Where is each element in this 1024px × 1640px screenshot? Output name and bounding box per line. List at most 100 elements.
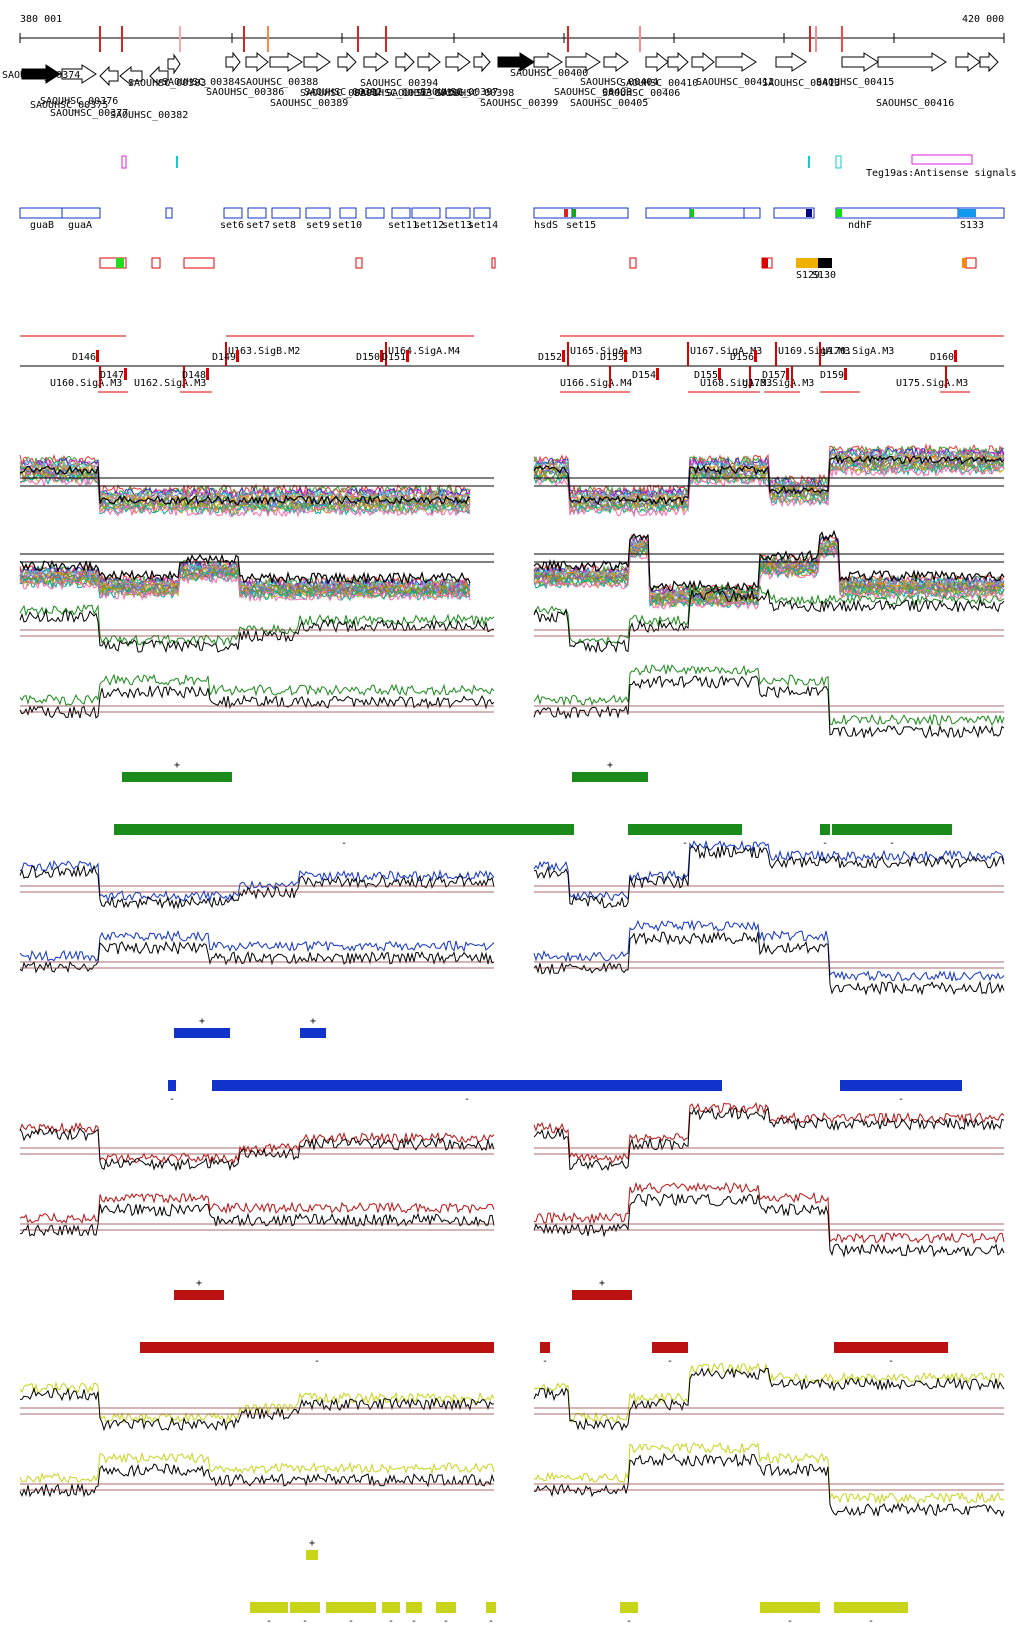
breakpoint-mark [786, 368, 789, 380]
condition-signal-line [19, 1463, 495, 1498]
operon-mark [564, 209, 568, 217]
minus-strand-bar [212, 1080, 722, 1091]
segment-lower-label: U162.SigA.M3 [134, 378, 206, 389]
plus-strand-bar [572, 1290, 632, 1300]
minus-strand-bar [406, 1602, 422, 1613]
segment-lower-label: U160.SigA.M3 [50, 378, 122, 389]
condition-signal-line [533, 583, 1005, 646]
operon-label: set6 [220, 220, 244, 231]
gene-arrow [417, 51, 441, 73]
gene-arrow [667, 51, 689, 73]
breakpoint-label: D154 [632, 370, 656, 381]
gene-label: SAOUHSC_00382 [110, 110, 188, 121]
multi-profile-line [19, 553, 471, 585]
operon-label: set8 [272, 220, 296, 231]
gene-label: SAOUHSC_00392 [304, 87, 382, 98]
gene-arrow [603, 52, 629, 72]
operon-track: guaB guaA set6 set7 set8 set9 set10 set11set12s… [19, 207, 1005, 231]
gene-label: SAOUHSC_00389 [270, 98, 348, 109]
breakpoint-label: D153 [600, 352, 624, 363]
feature-fill [796, 258, 818, 268]
minus-strand-symbol: - [443, 1616, 449, 1627]
minus-strand-bar [820, 824, 830, 835]
minus-strand-symbol: - [341, 838, 347, 849]
ruler-end-label: 420 000 [962, 14, 1004, 25]
minus-strand-symbol: - [388, 1616, 394, 1627]
gene-label: SAOUHSC_00388 [240, 77, 318, 88]
segment-lower-label: U166.SigA.M4 [560, 378, 632, 389]
minus-strand-symbol: - [898, 1094, 904, 1105]
condition-signal-line [19, 1127, 495, 1172]
operon-mark [806, 209, 812, 217]
plus-strand-symbol: + [607, 760, 613, 771]
minus-strand-symbol: - [411, 1616, 417, 1627]
minus-strand-bar [832, 824, 952, 835]
ruler-start-label: 380 001 [20, 14, 62, 25]
feature-box [629, 257, 637, 269]
breakpoint-mark [562, 350, 565, 362]
gene-label: SAOUHSC_00410 [620, 78, 698, 89]
gene-arrow [149, 65, 169, 87]
gene-label: SAOUHSC_00412 [696, 77, 774, 88]
condition-signal-line [533, 674, 1005, 739]
operon-label: set12 [414, 220, 444, 231]
condition-panel-green: + + - - - - [19, 583, 1005, 849]
gene-label: SAOUHSC_00415 [816, 77, 894, 88]
feature-label: S130 [812, 270, 836, 281]
condition-signal-line [19, 940, 495, 974]
minus-strand-bar [140, 1342, 494, 1353]
breakpoint-mark [236, 350, 239, 362]
gene-label: SAOUHSC_00376 [40, 96, 118, 107]
gene-arrow [473, 51, 491, 73]
condition-signal-line [533, 589, 1005, 654]
condition-signal-line [533, 1442, 1005, 1505]
gene-arrow [841, 52, 879, 72]
segment-upper-label: U169.SigA.M3 [778, 346, 850, 357]
condition-signal-line [534, 1181, 1005, 1245]
multi-profile-line [19, 571, 471, 603]
segment-track: U163.SigB.M2 U164.SigA.M4 U165.SigA.M3 U167… [20, 335, 1004, 393]
operon-label: set14 [468, 220, 498, 231]
condition-signal-line [533, 1367, 1005, 1432]
minus-strand-bar [620, 1602, 638, 1613]
segment-lower-label: U175.SigA.M3 [896, 378, 968, 389]
multi-profile-line [19, 557, 471, 589]
plus-strand-bar [174, 1028, 230, 1038]
operon-box [645, 207, 691, 219]
operon-label: guaB [30, 220, 54, 231]
minus-strand-bar [486, 1602, 496, 1613]
minus-strand-bar [326, 1602, 376, 1613]
gene-label: SAOUHSC_00377 [50, 108, 128, 119]
minus-strand-symbol: - [682, 838, 688, 849]
multi-profile-line [533, 548, 1005, 611]
multi-profile-line [533, 529, 1005, 592]
segment-upper-label: U165.SigA.M3 [570, 346, 642, 357]
breakpoint-label: D157 [762, 370, 786, 381]
condition-panels: + + - - - - + + - - - + + - - - - + - - - - - - - - - - [19, 583, 1005, 1627]
minus-strand-symbol: - [868, 1616, 874, 1627]
gene-track: SAOUHSC_00374SAOUHSC_00375SAOUHSC_00376S… [2, 51, 999, 121]
segment-upper-label: U167.SigA.M3 [690, 346, 762, 357]
gene-label: SAOUHSC_00393 [354, 88, 432, 99]
operon-mark [572, 209, 576, 217]
gene-arrow [645, 51, 669, 73]
gene-label: SAOUHSC_00403 [554, 87, 632, 98]
gene-arrow [533, 52, 563, 72]
operon-label: set9 [306, 220, 330, 231]
gene-label: SAOUHSC_00406 [602, 88, 680, 99]
operon-label: set13 [442, 220, 472, 231]
breakpoint-label: D146 [72, 352, 96, 363]
feature-fill [762, 258, 768, 268]
gene-label: SAOUHSC_00394 [360, 78, 438, 89]
operon-box [339, 207, 357, 219]
gene-label: SAOUHSC_00404 [580, 77, 658, 88]
minus-strand-bar [760, 1602, 820, 1613]
gene-arrow [565, 52, 601, 72]
operon-label: set7 [246, 220, 270, 231]
minus-strand-symbol: - [889, 838, 895, 849]
operon-label: ndhF [848, 220, 872, 231]
feature-fill [818, 258, 832, 268]
feature-box [491, 257, 496, 269]
gene-arrow [337, 51, 357, 73]
